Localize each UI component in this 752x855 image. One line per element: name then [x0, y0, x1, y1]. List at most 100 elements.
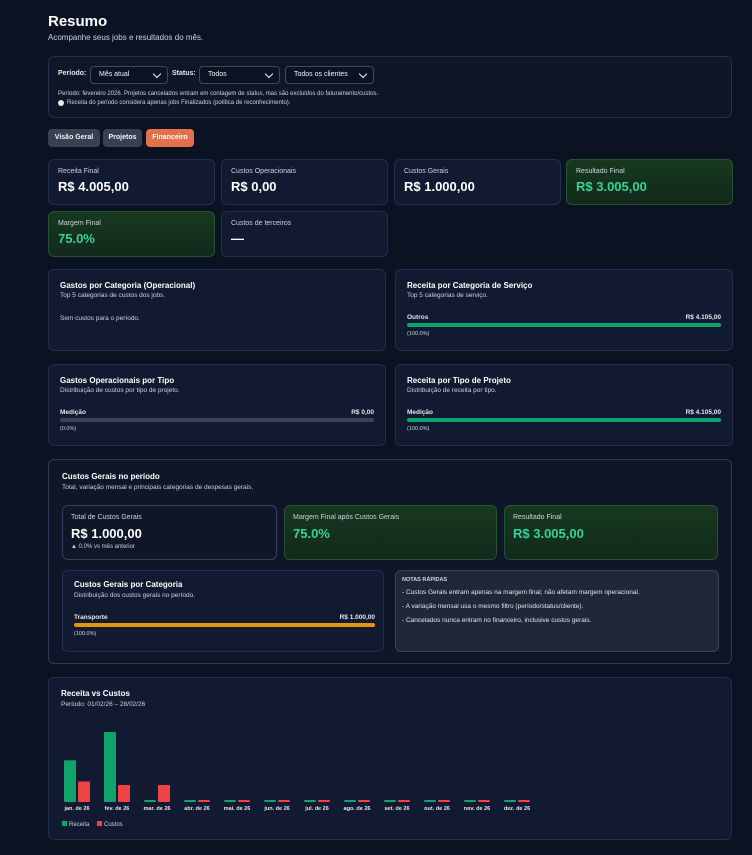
bar [464, 800, 476, 802]
gc-value: 75.0% [293, 526, 330, 541]
item-amount: R$ 1.000,00 [339, 614, 375, 621]
gc-label: Resultado Final [513, 514, 562, 521]
panel-message: Sem custos para o período. [60, 315, 140, 322]
notes-box: NOTAS RÁPIDAS - Custos Gerais entram ape… [395, 570, 719, 652]
bar [64, 760, 76, 802]
kpi-card [221, 159, 388, 205]
x-tick-label: nov. de 26 [464, 806, 491, 812]
item-share: (100.0%) [407, 331, 430, 337]
x-tick-label: jan. de 26 [63, 806, 89, 812]
item-share: (100.0%) [74, 631, 97, 637]
kpi-card [566, 159, 733, 205]
filter-label: Período: [58, 70, 87, 77]
panel [395, 364, 733, 446]
chart-title: Receita vs Custos [61, 689, 130, 698]
x-tick-label: out. de 26 [424, 806, 450, 812]
item-name: Medição [407, 409, 434, 416]
kpi-value: R$ 0,00 [231, 179, 277, 194]
bar [438, 800, 450, 802]
panel [395, 269, 733, 351]
item-name: Transporte [74, 614, 108, 621]
bar [158, 784, 170, 802]
item-share: (0.0%) [60, 426, 77, 432]
item-amount: R$ 4.105,00 [685, 314, 721, 321]
panel-title: Custos Gerais por Categoria [74, 580, 183, 589]
x-tick-label: ago. de 26 [344, 806, 371, 812]
kpi-label: Custos de terceiros [231, 220, 292, 227]
kpi-value: R$ 4.005,00 [58, 179, 129, 194]
kpi-card [221, 211, 388, 257]
status-select[interactable]: Todos [199, 66, 280, 84]
bar [518, 800, 530, 802]
panel-title: Receita por Tipo de Projeto [407, 376, 511, 385]
legend-swatch [62, 821, 67, 826]
panel-subtitle: Top 5 categorias de custos dos jobs. [60, 292, 166, 299]
bar [358, 800, 370, 802]
panel-subtitle: Distribuição de receita por tipo. [407, 387, 497, 394]
bar [344, 800, 356, 802]
legend-label: Custos [104, 822, 123, 828]
bar [144, 800, 156, 802]
legend-label: Receita [69, 822, 90, 828]
tab[interactable]: Visão Geral [48, 129, 100, 147]
bar [478, 800, 490, 802]
gc-note: ▲ 0.0% vs mês anterior [71, 544, 135, 550]
kpi-card [48, 159, 215, 205]
gc-label: Total de Custos Gerais [71, 514, 142, 521]
x-tick-label: fev. de 26 [105, 806, 130, 812]
item-amount: R$ 0,00 [351, 409, 374, 416]
bar [304, 800, 316, 802]
section-subtitle: Total, variação mensal e principais cate… [62, 484, 254, 491]
bar [198, 800, 210, 802]
bar [318, 800, 330, 802]
kpi-value: — [231, 231, 244, 246]
tab-active[interactable]: Financeiro [146, 129, 194, 147]
panel-title: Receita por Categoria de Serviço [407, 281, 533, 290]
bar [184, 800, 196, 802]
kpi-card [48, 211, 215, 257]
bar [398, 800, 410, 802]
panel [48, 269, 386, 351]
x-tick-label: mai. de 26 [224, 806, 251, 812]
panel-title: Gastos Operacionais por Tipo [60, 376, 175, 385]
period-select[interactable]: Mês atual [90, 66, 168, 84]
kpi-label: Receita Final [58, 168, 99, 175]
panel-title: Gastos por Categoria (Operacional) [60, 281, 196, 290]
tab[interactable]: Projetos [103, 129, 142, 147]
kpi-card [394, 159, 561, 205]
item-share: (100.0%) [407, 426, 430, 432]
gc-card [284, 505, 497, 560]
bar [78, 781, 90, 802]
chart-card: Receita vs Custos Período: 01/02/26 – 28… [48, 677, 732, 840]
kpi-label: Custos Gerais [404, 168, 449, 175]
kpi-value: R$ 1.000,00 [404, 179, 475, 194]
note-item: - A variação mensal usa o mesmo filtro (… [402, 603, 584, 610]
progress-fill [407, 418, 721, 422]
kpi-label: Resultado Final [576, 168, 625, 175]
panel-subtitle: Distribuição de custos por tipo de proje… [60, 387, 180, 394]
gc-card [504, 505, 718, 560]
page-subtitle: Acompanhe seus jobs e resultados do mês. [48, 33, 204, 42]
progress-track [60, 418, 374, 422]
note-item: - Cancelados nunca entram no financeiro,… [402, 617, 592, 624]
note-item: - Custos Gerais entram apenas na margem … [402, 589, 640, 596]
item-name: Medição [60, 409, 87, 416]
client-select[interactable]: Todos os clientes [285, 66, 374, 84]
bar [224, 800, 236, 802]
panel-subtitle: Distribuição dos custos gerais no períod… [74, 592, 196, 599]
filter-bar: Período: Mês atual Status: Todos Todos o… [48, 56, 732, 118]
x-tick-label: dez. de 26 [504, 806, 530, 812]
item-amount: R$ 4.105,00 [685, 409, 721, 416]
progress-fill [407, 323, 721, 327]
x-tick-label: jul. de 26 [304, 806, 329, 812]
page-title: Resumo [48, 13, 108, 30]
kpi-label: Margem Final [58, 220, 101, 227]
x-tick-label: set. de 26 [384, 806, 409, 812]
bar [384, 800, 396, 802]
kpi-label: Custos Operacionais [231, 168, 296, 175]
bar [504, 800, 516, 802]
x-tick-label: abr. de 26 [184, 806, 209, 812]
info-icon [58, 100, 64, 106]
